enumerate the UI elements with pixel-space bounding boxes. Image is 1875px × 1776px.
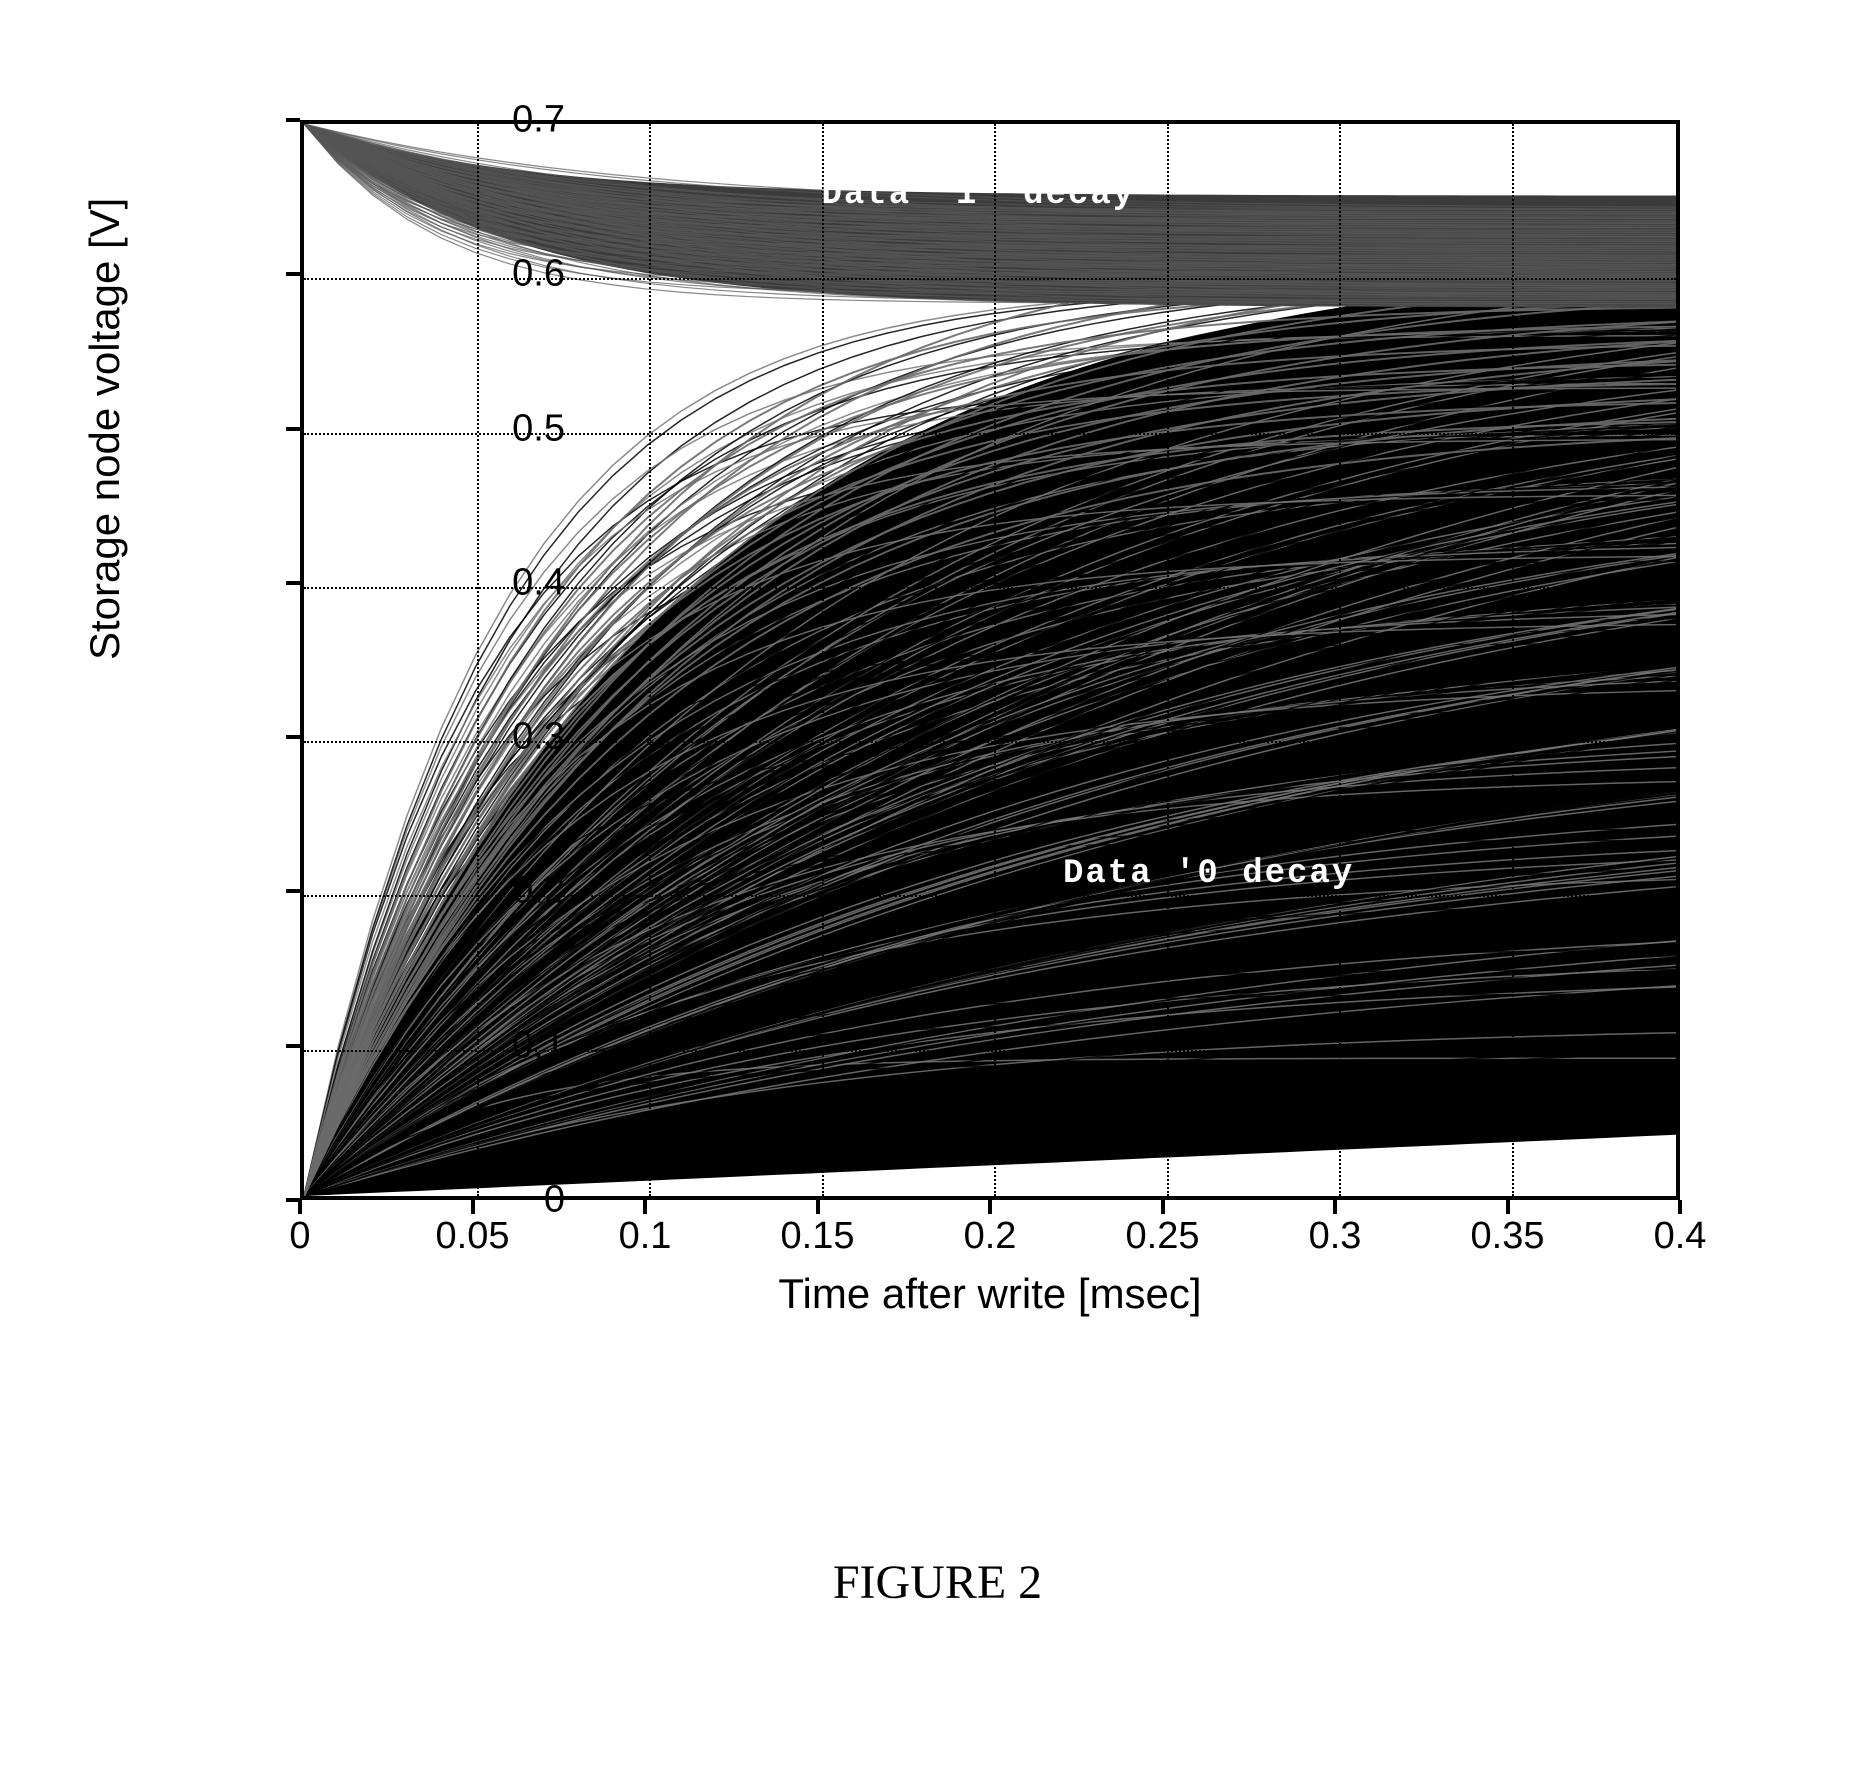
chart-annotation: Data '1' decay [822,176,1136,214]
y-axis-label: Storage node voltage [V] [81,198,129,660]
chart-annotation: Data '0 decay [1063,855,1354,893]
x-axis-label: Time after write [msec] [778,1270,1201,1318]
figure-caption: FIGURE 2 [833,1555,1042,1610]
x-tick-label: 0.3 [1275,1215,1395,1258]
y-tick-label: 0.2 [445,870,565,913]
y-tick-label: 0.3 [445,716,565,759]
x-tick-label: 0.4 [1620,1215,1740,1258]
y-tick-label: 0.6 [445,253,565,296]
decay-chart: Storage node voltage [V] Time after writ… [100,80,1760,1380]
x-tick-label: 0.25 [1103,1215,1223,1258]
y-tick-label: 0.5 [445,407,565,450]
y-tick-label: 0.7 [445,99,565,142]
x-tick-label: 0 [240,1215,360,1258]
x-tick-label: 0.15 [758,1215,878,1258]
x-tick-label: 0.2 [930,1215,1050,1258]
x-tick-label: 0.35 [1448,1215,1568,1258]
x-tick-label: 0.05 [413,1215,533,1258]
x-tick-label: 0.1 [585,1215,705,1258]
y-tick-label: 0.1 [445,1024,565,1067]
y-tick-label: 0.4 [445,561,565,604]
